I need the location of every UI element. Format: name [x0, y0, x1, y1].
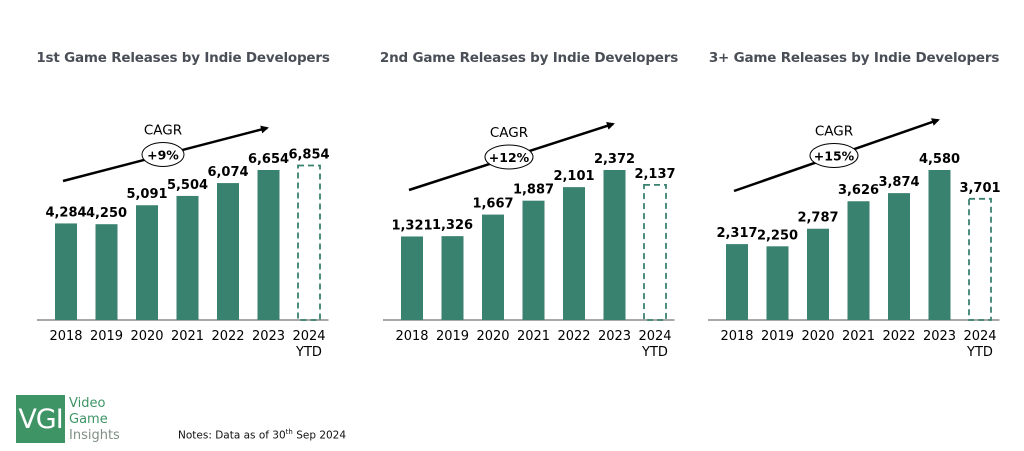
x-tick-label: 2023: [598, 329, 631, 344]
x-tick-label: 2024: [963, 329, 996, 344]
x-tick-label: 2018: [720, 329, 753, 344]
bar: [847, 201, 870, 320]
bar: [95, 224, 118, 320]
bar-projected: [297, 164, 321, 321]
data-label: 6,074: [207, 165, 248, 180]
vgi-logo-mark: VGI: [16, 395, 65, 443]
chart-plot: 4,284 2018 4,250 2019 5,091 2020 5,504 2021 6,07…: [37, 123, 330, 360]
cagr-value: +15%: [814, 149, 855, 164]
chart-title: 3+ Game Releases by Indie Developers: [708, 50, 1000, 66]
data-label: 1,326: [432, 218, 473, 233]
data-label: 6,654: [248, 152, 289, 167]
x-tick-label: 2023: [923, 329, 956, 344]
cagr-value: +9%: [147, 148, 179, 163]
x-tick-label: 2022: [211, 329, 244, 344]
bar: [55, 223, 77, 320]
x-tick-label: 2018: [49, 329, 82, 344]
data-label: 1,667: [472, 197, 513, 212]
cagr-label: CAGR: [144, 123, 182, 139]
bar: [217, 183, 239, 320]
x-tick-label: 2022: [882, 329, 915, 344]
data-label: 2,250: [757, 228, 798, 243]
x-tick-label: 2023: [252, 329, 285, 344]
chart-title: 2nd Game Releases by Indie Developers: [379, 50, 679, 66]
data-label: 1,321: [391, 218, 432, 233]
data-label: 4,250: [86, 206, 127, 221]
data-label: 5,504: [167, 178, 208, 193]
bar: [136, 205, 158, 320]
notes-suffix: Sep 2024: [292, 429, 347, 442]
data-label: 5,091: [126, 187, 167, 202]
x-tick-label: 2020: [476, 329, 509, 344]
chart-second-releases: 2nd Game Releases by Indie Developers 1,…: [359, 0, 699, 380]
cagr-label: CAGR: [815, 124, 853, 140]
x-tick-label: 2019: [761, 329, 794, 344]
bar: [176, 195, 199, 320]
notes: Notes: Data as of 30th Sep 2024: [178, 428, 346, 442]
bar: [563, 187, 585, 320]
x-tick-label: 2020: [801, 329, 834, 344]
logo-line-video: Video: [69, 396, 106, 411]
bar: [726, 244, 748, 320]
data-label: 3,874: [878, 175, 919, 190]
x-tick-label: 2024: [292, 329, 325, 344]
data-label: 4,284: [45, 205, 86, 220]
x-tick-label: 2021: [171, 329, 204, 344]
bar: [522, 200, 545, 320]
bar: [603, 170, 626, 320]
chart-plot: 1,321 2018 1,326 2019 1,667 2020 1,887 2021 2,10…: [383, 122, 676, 360]
data-label: 2,317: [716, 226, 757, 241]
x-tick-label: 2021: [517, 329, 550, 344]
x-tick-label: 2019: [436, 329, 469, 344]
chart-title: 1st Game Releases by Indie Developers: [36, 50, 330, 66]
data-label: 4,580: [919, 152, 960, 167]
chart-first-releases: 1st Game Releases by Indie Developers 4,…: [13, 0, 353, 380]
data-label: 2,137: [634, 167, 675, 182]
cagr-ellipse: [809, 143, 859, 168]
notes-prefix: Notes: Data as of 30: [178, 429, 286, 442]
bar-projected: [968, 197, 992, 321]
bar-projected: [643, 183, 667, 321]
x-tick-label: 2018: [395, 329, 428, 344]
data-label: 3,626: [838, 183, 879, 198]
bar: [888, 193, 910, 320]
bar: [257, 170, 280, 320]
chart-third-plus-releases: 3+ Game Releases by Indie Developers 2,3…: [684, 0, 1024, 380]
data-label: 2,787: [797, 211, 838, 226]
x-tick-label: 2022: [557, 329, 590, 344]
vgi-logo-text: Video Game Insights: [69, 396, 120, 444]
bar: [766, 246, 789, 320]
x-tick-label: YTD: [966, 345, 993, 360]
cagr-label: CAGR: [490, 125, 528, 141]
cagr-value: +12%: [489, 150, 530, 165]
chart-plot: 2,317 2018 2,250 2019 2,787 2020 3,626 2021 3,87…: [708, 118, 1001, 360]
x-tick-label: 2021: [842, 329, 875, 344]
x-tick-label: YTD: [641, 345, 668, 360]
cagr-ellipse: [141, 142, 185, 167]
data-label: 3,701: [959, 181, 1000, 196]
data-label: 2,372: [594, 152, 635, 167]
x-tick-label: 2024: [638, 329, 671, 344]
data-label: 1,887: [513, 183, 554, 198]
x-tick-label: 2019: [90, 329, 123, 344]
bar: [401, 236, 423, 320]
bar: [441, 236, 464, 320]
logo-line-insights: Insights: [69, 428, 120, 443]
data-label: 2,101: [553, 169, 594, 184]
notes-superscript: th: [285, 428, 293, 436]
bar: [928, 170, 951, 320]
logo-line-game: Game: [69, 412, 108, 427]
bar: [482, 214, 504, 320]
bar: [807, 228, 829, 320]
x-tick-label: YTD: [295, 345, 322, 360]
x-tick-label: 2020: [130, 329, 163, 344]
cagr-ellipse: [484, 144, 534, 170]
data-label: 6,854: [288, 147, 329, 162]
